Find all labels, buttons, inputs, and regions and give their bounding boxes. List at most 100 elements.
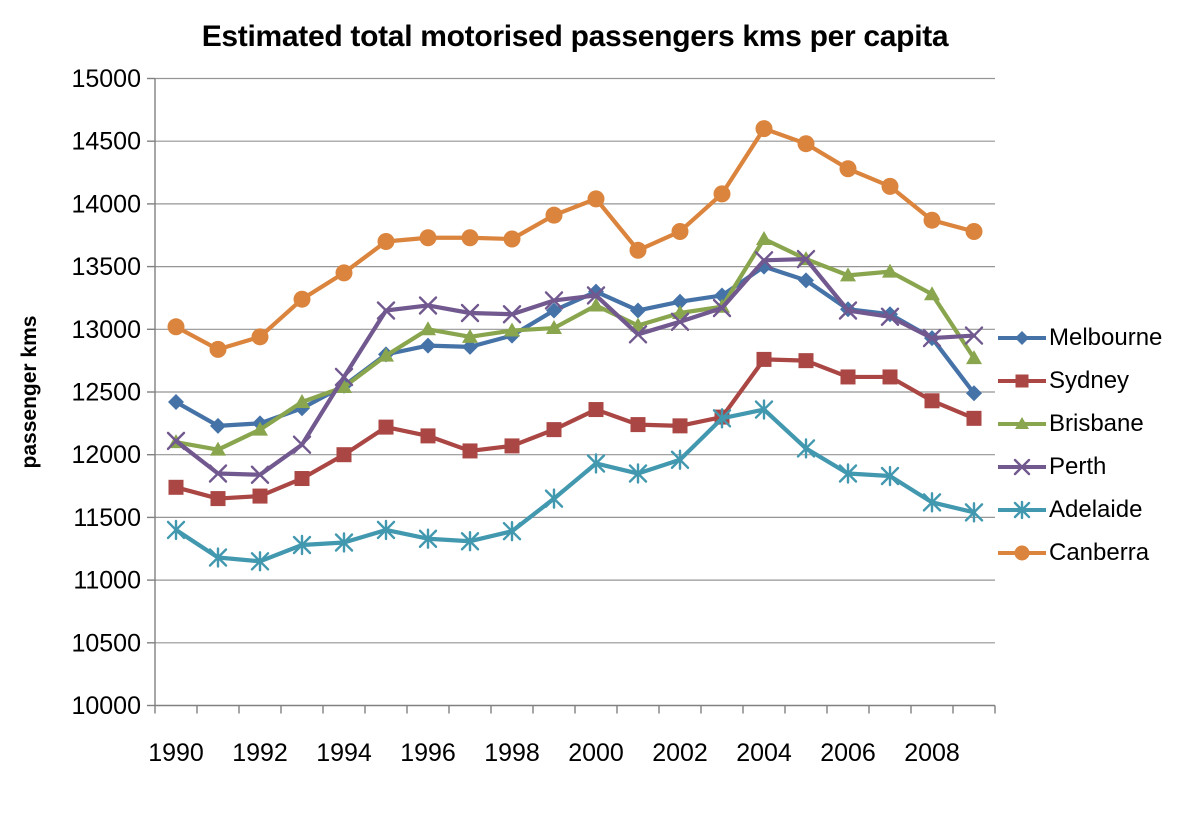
data-point [756,351,772,367]
x-stroke [1013,458,1031,475]
x-stroke [670,312,690,331]
legend: Melbourne Sydney Brisbane Perth Adelaide Canb… [997,316,1182,574]
data-point [293,290,311,308]
x-tick-label: 1990 [148,739,204,767]
data-point [1015,374,1029,387]
legend-marker-adelaide-icon [998,500,1046,519]
y-tick-label: 11500 [73,504,141,532]
data-point [208,547,228,568]
legend-item-perth: Perth [997,445,1182,488]
x-stroke [796,249,816,269]
legend-marker-melbourne-icon [998,330,1046,345]
data-point [629,241,647,259]
x-stroke [208,464,228,483]
data-point [420,428,436,444]
x-axis-ticks [154,705,996,714]
data-point [250,465,270,484]
data-point [209,340,227,358]
x-tick-label: 2004 [736,739,792,767]
data-point [966,410,982,426]
data-point [798,353,814,369]
data-point [922,492,942,513]
data-point [798,272,814,289]
x-stroke [544,291,564,310]
x-stroke [922,328,942,348]
y-tick-label: 15000 [71,65,141,93]
data-point [966,385,982,402]
legend-item-adelaide: Adelaide [997,488,1182,531]
x-stroke [628,325,648,344]
data-point [546,302,562,319]
data-point [630,302,646,319]
y-tick-label: 12000 [71,441,141,469]
data-point [588,402,604,418]
series-sydney [168,351,982,507]
data-point [756,231,772,246]
x-stroke [964,326,984,345]
data-point [503,230,521,248]
data-point [460,531,480,552]
x-stroke [166,431,186,451]
data-point [251,328,269,346]
series-markers-perth [166,249,984,484]
series-line-melbourne [173,264,977,428]
data-point [1013,458,1031,475]
legend-label: Perth [1049,452,1107,480]
data-point [544,488,564,509]
data-point [376,301,396,320]
data-point [418,528,438,549]
data-point [378,347,394,362]
x-stroke [586,286,606,305]
data-point [588,297,604,312]
x-stroke [460,303,480,323]
data-point [882,263,898,278]
x-tick-label: 2008 [904,739,960,767]
data-point [460,303,480,323]
x-stroke [250,465,270,484]
data-point [210,417,226,434]
legend-item-brisbane: Brisbane [997,402,1182,445]
data-point [796,438,816,459]
x-tick-label: 1998 [484,739,540,767]
data-point [294,394,310,409]
y-tick-label: 10000 [71,692,141,720]
data-point [966,350,982,365]
data-point [1013,500,1031,519]
data-point [336,447,352,463]
x-tick-label: 1992 [232,739,288,767]
data-point [713,185,731,203]
data-point [292,534,312,556]
data-point [546,320,562,335]
legend-marker-brisbane-icon [998,416,1046,429]
data-point [587,190,605,208]
data-point [292,435,312,454]
data-point [166,431,186,451]
data-point [334,367,354,387]
data-point [922,328,942,348]
legend-item-canberra: Canberra [997,531,1182,574]
data-point [378,419,394,435]
data-point [840,267,856,282]
legend-label: Canberra [1049,538,1150,566]
data-point [628,463,648,484]
data-point [462,443,478,459]
data-point [376,519,396,541]
data-point [294,471,310,487]
x-tick-label: 2000 [568,739,624,767]
data-point [252,488,268,504]
series-markers-sydney [168,351,982,507]
legend-label: Melbourne [1049,323,1163,351]
y-tick-label: 13000 [71,316,141,344]
data-point [882,369,898,385]
data-point [544,291,564,310]
data-point [755,120,773,138]
legend-marker-perth-icon [998,458,1046,475]
legend-marker-sydney-icon [998,374,1046,387]
legend-label: Sydney [1049,366,1130,394]
data-point [546,422,562,438]
data-point [250,551,270,572]
series-line-perth [173,256,977,477]
y-tick-label: 11000 [73,567,141,595]
